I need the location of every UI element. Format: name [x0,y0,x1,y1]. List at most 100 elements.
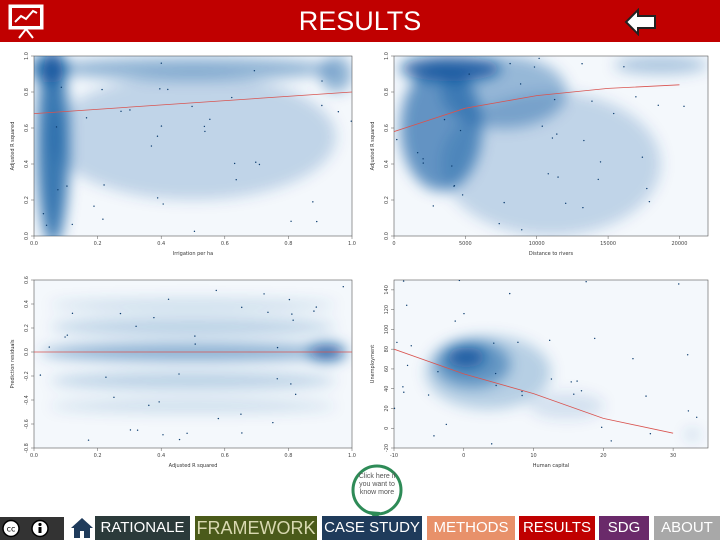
scatter-adjusted-r2-vs-residuals: 0.0 0.2 0.4 0.6 0.8 1.0 -0.8 -0.6 -0.4 -0.2 0.0 0.2… [4,270,360,476]
data-point [321,104,323,107]
data-point [312,201,314,203]
data-point [263,293,265,295]
trend-line [394,348,674,434]
data-point [160,62,163,64]
data-point [203,125,206,128]
back-arrow-icon[interactable] [624,8,658,36]
data-point [468,73,470,75]
density-blob [686,431,699,438]
data-point [687,410,690,412]
y-tick-label: -0.2 [24,371,30,381]
y-tick-label: 60 [384,366,390,372]
data-point [498,222,500,225]
y-tick-label: 0.0 [384,232,390,240]
data-point [276,346,279,349]
x-tick-label: 0.2 [94,241,102,247]
data-point [550,378,553,380]
data-point [57,189,59,191]
y-tick-label: 0.6 [24,276,30,284]
y-axis-label: Unemployment [370,345,376,383]
y-tick-label: 1.0 [384,52,390,60]
density-blob [320,56,352,92]
data-point [494,372,497,375]
data-point [290,220,292,223]
data-point [396,138,398,141]
data-point [686,354,689,356]
y-tick-label: 0.0 [24,232,30,240]
data-point [313,310,315,312]
nav-rationale[interactable]: RATIONALE [95,516,190,540]
density-blob [49,318,337,336]
data-point [648,200,651,203]
data-point [186,432,188,434]
data-point [490,443,493,445]
data-point [646,187,648,190]
x-axis-label: Adjusted R squared [169,463,218,469]
x-axis-label: Distance to rivers [529,251,574,257]
data-point [551,137,554,139]
data-point [66,185,68,187]
data-point [394,407,396,410]
data-point [521,394,523,397]
chart-svg: 0.0 0.2 0.4 0.6 0.8 1.0 0.0 0.2 0.4 0.6 0.8 1.0 Irri… [10,52,356,257]
data-point [594,337,596,340]
x-tick-label: 0.6 [221,241,229,247]
y-axis-label: Adjusted R squared [10,122,16,171]
x-tick-label: 0 [462,453,465,459]
x-tick-label: 15000 [600,241,616,247]
data-point [509,292,511,295]
nav-sdg[interactable]: SDG [599,516,649,540]
y-tick-label: 0.0 [24,348,30,356]
data-point [581,63,583,65]
data-point [683,105,685,108]
data-point [129,109,131,111]
data-point [433,435,435,437]
nav-framework[interactable]: FRAMEWORK [195,516,317,540]
data-point [632,358,634,360]
data-point [437,371,439,373]
x-tick-label: 5000 [459,241,472,247]
data-point [45,224,48,227]
scatter-irrigation-vs-adjusted-r2: 0.0 0.2 0.4 0.6 0.8 1.0 0.0 0.2 0.4 0.6 0.8 1.0 Irri… [4,46,360,264]
y-tick-label: 0 [384,427,390,430]
data-point [342,285,344,288]
creative-commons-icon: cc [0,517,64,540]
data-point [396,341,398,344]
nav-methods[interactable]: METHODS [427,516,515,540]
data-point [613,112,615,115]
presentation-chart-icon[interactable] [6,2,46,40]
y-axis-label: Prediction residuals [10,339,16,388]
data-point [288,298,291,301]
y-tick-label: -0.6 [24,419,30,429]
data-point [410,345,412,347]
data-point [194,335,196,337]
home-icon[interactable] [70,516,94,540]
data-point [178,438,181,441]
data-point [85,117,88,119]
y-tick-label: -20 [384,444,390,452]
data-point [231,96,233,99]
data-point [493,342,495,344]
data-point [148,404,150,407]
y-tick-label: 40 [384,386,390,392]
x-tick-label: 20 [600,453,606,459]
x-tick-label: 10000 [529,241,545,247]
x-tick-label: 1.0 [348,241,356,247]
trend-line [34,91,352,114]
x-tick-label: 0.8 [284,453,292,459]
data-point [162,434,164,436]
know-more-link[interactable]: Click here if you want to know more [358,473,396,496]
data-point [321,80,323,82]
data-point [541,125,543,127]
data-point [461,194,464,196]
y-tick-label: 0.6 [24,124,30,132]
data-point [517,341,519,344]
density-blob [49,372,337,390]
density-blob [425,335,551,410]
data-point [553,98,556,101]
nav-about[interactable]: ABOUT [654,516,720,540]
data-point [427,394,430,396]
nav-results[interactable]: RESULTS [519,516,595,540]
nav-case-study[interactable]: CASE STUDY [322,516,422,540]
data-point [276,378,278,380]
